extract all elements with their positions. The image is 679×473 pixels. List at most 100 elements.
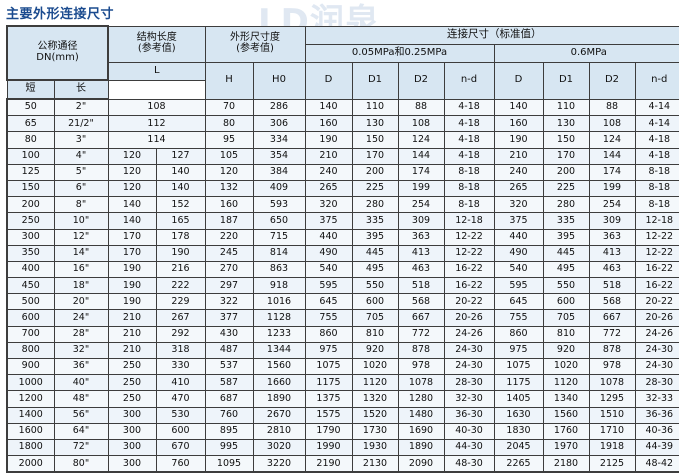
- cell-h0: 409: [252, 179, 306, 198]
- cell-d-high: 1630: [493, 406, 544, 424]
- header-row-3: L H H0 D D1 D2 n-d D D1 D2 n-d: [7, 61, 679, 100]
- cell-d-high: 375: [493, 212, 544, 230]
- cell-nd-high: 4-18: [634, 147, 679, 165]
- cell-d1-high: 170: [542, 147, 590, 165]
- cell-l-merged: 114: [107, 131, 206, 149]
- cell-d-low: 755: [304, 309, 353, 327]
- cell-inch: 6": [53, 179, 109, 198]
- cell-h: 995: [204, 438, 254, 457]
- cell-d2-high: 2125: [588, 455, 636, 473]
- header-D-high: D: [493, 61, 544, 100]
- cell-h0: 354: [252, 147, 306, 165]
- cell-d1-high: 1120: [542, 374, 590, 392]
- cell-d2-low: 144: [397, 147, 445, 165]
- cell-nd-low: 12-22: [443, 244, 495, 262]
- cell-inch: 18": [53, 277, 109, 295]
- cell-h0: 334: [252, 131, 306, 149]
- cell-l-long: 165: [155, 212, 206, 230]
- cell-d1-low: 810: [351, 325, 399, 343]
- cell-d1-high: 1020: [542, 357, 590, 376]
- cell-dn: 2000: [6, 455, 55, 473]
- cell-d1-low: 280: [351, 196, 399, 214]
- cell-h0: 286: [252, 98, 306, 117]
- cell-d2-low: 363: [397, 228, 445, 246]
- cell-nd-low: 36-30: [443, 406, 495, 424]
- cell-nd-low: 16-22: [443, 260, 495, 279]
- cell-inch: 80": [53, 455, 109, 473]
- table-row: 1000 40" 250 410 587 1660 1175 1120 1078 28-30 117…: [6, 374, 679, 392]
- cell-inch: 40": [53, 374, 109, 392]
- cell-nd-low: 12-22: [443, 228, 495, 246]
- cell-h: 895: [204, 422, 254, 440]
- cell-d1-low: 170: [351, 147, 399, 165]
- cell-d1-high: 810: [542, 325, 590, 343]
- cell-nd-low: 4-18: [443, 131, 495, 149]
- cell-d2-high: 254: [588, 196, 636, 214]
- cell-inch: 28": [53, 325, 109, 343]
- cell-d-low: 320: [304, 196, 353, 214]
- cell-nd-low: 24-30: [443, 341, 495, 360]
- cell-d2-high: 108: [588, 115, 636, 133]
- cell-h: 687: [204, 390, 254, 408]
- cell-d-low: 645: [304, 293, 353, 311]
- cell-d1-low: 110: [351, 98, 399, 117]
- cell-nd-high: 24-30: [634, 357, 679, 376]
- cell-inch: 20": [53, 293, 109, 311]
- cell-h0: 1128: [252, 309, 306, 327]
- cell-d2-low: 174: [397, 163, 445, 181]
- header-dn-group: 公称通径 DN(mm): [6, 25, 109, 81]
- cell-l-long: 178: [155, 228, 206, 246]
- cell-inch: 32": [53, 341, 109, 360]
- cell-d-high: 645: [493, 293, 544, 311]
- cell-nd-high: 8-18: [634, 196, 679, 214]
- spec-table: 公称通径 DN(mm) 结构长度 (参考值) 外形尺寸度 (参考值) 连接尺寸（…: [6, 25, 679, 473]
- cell-h: 322: [204, 293, 254, 311]
- cell-d1-high: 110: [542, 98, 590, 117]
- cell-dn: 200: [6, 196, 55, 214]
- cell-d1-low: 600: [351, 293, 399, 311]
- cell-nd-high: 4-14: [634, 98, 679, 117]
- cell-nd-high: 12-18: [634, 212, 679, 230]
- cell-inch: 72": [53, 438, 109, 457]
- header-H0: H0: [252, 61, 306, 100]
- cell-dn: 700: [6, 325, 55, 343]
- cell-nd-low: 4-18: [443, 147, 495, 165]
- cell-inch: 24": [53, 309, 109, 327]
- cell-nd-low: 4-18: [443, 98, 495, 117]
- cell-h0: 715: [252, 228, 306, 246]
- cell-l-long: 152: [155, 196, 206, 214]
- table-row: 450 18" 190 222 297 918 595 550 518 16-22 595 550 51…: [6, 277, 679, 295]
- table-row: 2000 80" 300 760 1095 3220 2190 2130 2090 48-30 22…: [6, 455, 679, 473]
- cell-dn: 1200: [6, 390, 55, 408]
- cell-nd-high: 12-22: [634, 244, 679, 262]
- cell-inch: 3": [53, 131, 109, 149]
- cell-d1-low: 130: [351, 115, 399, 133]
- cell-d1-low: 395: [351, 228, 399, 246]
- cell-inch: 14": [53, 244, 109, 262]
- cell-l-short: 210: [107, 325, 157, 343]
- cell-dn: 600: [6, 309, 55, 327]
- cell-d2-high: 568: [588, 293, 636, 311]
- cell-d-high: 140: [493, 98, 544, 117]
- cell-h: 537: [204, 357, 254, 376]
- cell-d-low: 140: [304, 98, 353, 117]
- cell-d2-low: 1078: [397, 374, 445, 392]
- cell-d2-high: 124: [588, 131, 636, 149]
- header-structure-length-label: 结构长度: [136, 32, 177, 44]
- cell-d2-high: 309: [588, 212, 636, 230]
- cell-h: 70: [204, 98, 254, 117]
- cell-d1-high: 1760: [542, 422, 590, 440]
- cell-d1-high: 445: [542, 244, 590, 262]
- header-pressure-high: 0.6MPa: [493, 43, 679, 63]
- cell-h: 245: [204, 244, 254, 262]
- table-row: 150 6" 120 140 132 409 265 225 199 8-18 265 225 199 8…: [6, 179, 679, 198]
- cell-l-short: 300: [107, 406, 157, 424]
- cell-d2-low: 1890: [397, 438, 445, 457]
- cell-l-short: 120: [107, 163, 157, 181]
- cell-nd-low: 8-18: [443, 196, 495, 214]
- cell-nd-high: 16-22: [634, 260, 679, 279]
- cell-d1-high: 1970: [542, 438, 590, 457]
- cell-d2-high: 1295: [588, 390, 636, 408]
- cell-nd-high: 12-22: [634, 228, 679, 246]
- cell-d1-low: 920: [351, 341, 399, 360]
